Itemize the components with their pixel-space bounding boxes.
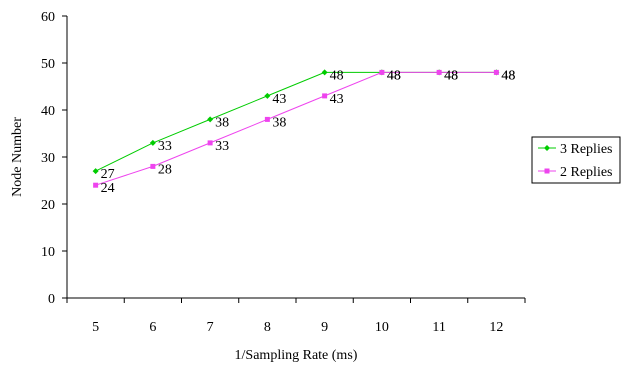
data-label: 48: [501, 68, 515, 83]
data-label: 27: [101, 167, 115, 182]
x-tick-label: 8: [264, 320, 271, 335]
axes: [66, 16, 525, 299]
legend-swatch-marker: [544, 145, 550, 151]
x-tick-label: 12: [489, 320, 503, 335]
y-tick-label: 0: [48, 292, 55, 307]
x-tick-label: 11: [432, 320, 445, 335]
data-point: [93, 182, 99, 188]
data-label: 28: [158, 162, 172, 177]
data-label: 43: [272, 92, 286, 107]
x-tick-label: 5: [92, 320, 99, 335]
y-axis-label: Node Number: [10, 117, 25, 197]
data-label: 48: [330, 68, 344, 83]
y-tick-label: 40: [41, 104, 55, 119]
x-axis-label: 1/Sampling Rate (ms): [235, 348, 358, 363]
data-label: 24: [101, 181, 115, 196]
data-point: [207, 140, 213, 146]
legend-label: 3 Replies: [560, 142, 613, 157]
data-point: [149, 139, 156, 146]
series-two-replies: 24 28 33 38 43 48 48 48: [93, 68, 515, 196]
y-tick-label: 60: [41, 10, 55, 25]
data-label: 48: [501, 68, 515, 83]
data-label: 38: [272, 115, 286, 130]
y-tick-label: 10: [41, 245, 55, 260]
legend-box: [531, 136, 621, 184]
data-point: [264, 116, 270, 122]
x-ticks: 5 6 7 8 9 10 11 12: [66, 298, 526, 335]
data-point: [379, 69, 385, 75]
legend-swatch-marker: [544, 168, 550, 174]
x-tick-label: 6: [149, 320, 156, 335]
data-point: [493, 69, 499, 75]
data-label: 43: [330, 92, 344, 107]
data-label: 48: [444, 68, 458, 83]
x-tick-label: 10: [375, 320, 389, 335]
data-label: 38: [215, 115, 229, 130]
x-tick-label: 7: [207, 320, 214, 335]
data-point: [264, 92, 271, 99]
data-point: [92, 168, 99, 175]
x-tick-label: 9: [321, 320, 328, 335]
data-label: 48: [387, 68, 401, 83]
legend-label: 2 Replies: [560, 165, 613, 180]
data-point: [322, 93, 328, 99]
y-ticks: 0 10 20 30 40 50 60: [41, 10, 67, 307]
data-point: [321, 69, 328, 76]
data-point: [436, 69, 442, 75]
y-tick-label: 30: [41, 151, 55, 166]
data-label: 33: [215, 139, 229, 154]
legend: 3 Replies 2 Replies: [531, 136, 621, 184]
data-point: [207, 116, 214, 123]
data-point: [150, 163, 156, 169]
data-label: 33: [158, 139, 172, 154]
y-tick-label: 20: [41, 198, 55, 213]
y-tick-label: 50: [41, 57, 55, 72]
series-line: [95, 71, 497, 186]
series-line: [95, 71, 497, 172]
